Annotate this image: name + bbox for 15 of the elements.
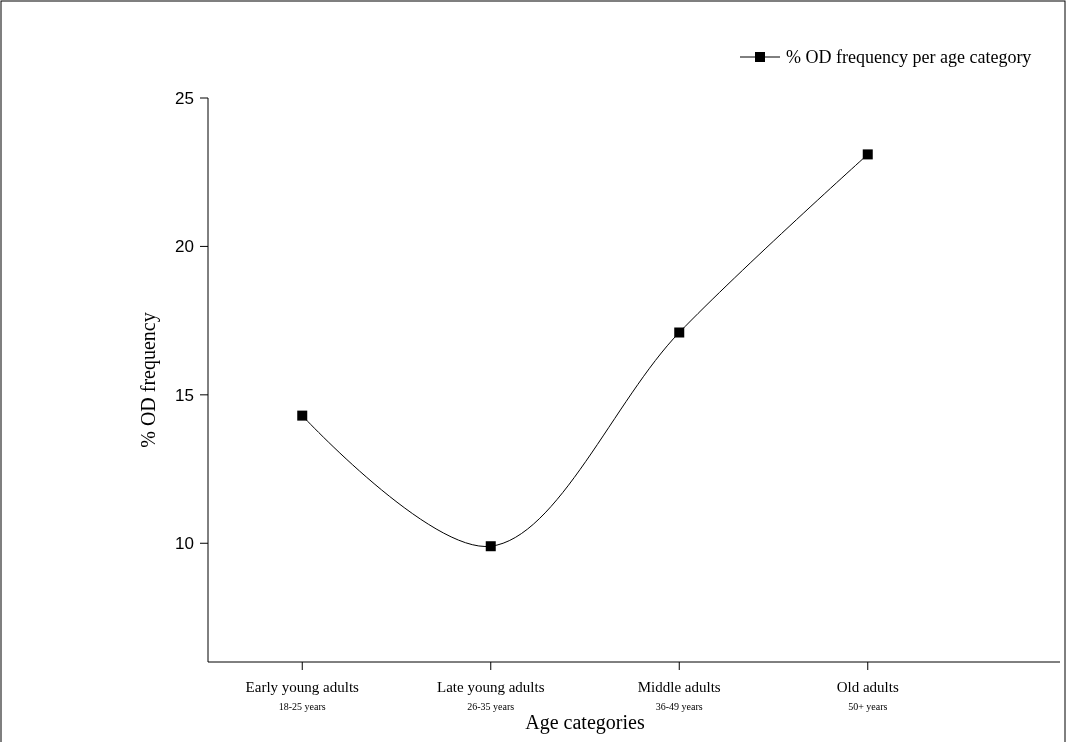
point bbox=[674, 327, 685, 338]
y-tick-label: 25 bbox=[175, 88, 194, 108]
x-tick-label: Middle adults 36-49 years bbox=[637, 679, 721, 712]
point bbox=[297, 410, 308, 421]
y-axis-title: % OD frequency bbox=[137, 312, 160, 448]
point bbox=[862, 149, 873, 160]
x-tick-label: Early young adults 18-25 years bbox=[245, 679, 360, 712]
y-tick-label: 10 bbox=[175, 534, 194, 554]
point bbox=[485, 541, 496, 552]
legend-label: % OD frequency per age category bbox=[786, 47, 1032, 68]
x-tick-label: Old adults 50+ years bbox=[836, 679, 899, 712]
y-tick-label: 15 bbox=[175, 385, 194, 405]
x-tick-label: Late young adults 26-35 years bbox=[437, 679, 545, 712]
x-axis-title: Age categories bbox=[525, 711, 645, 734]
y-tick-label: 20 bbox=[175, 237, 194, 257]
